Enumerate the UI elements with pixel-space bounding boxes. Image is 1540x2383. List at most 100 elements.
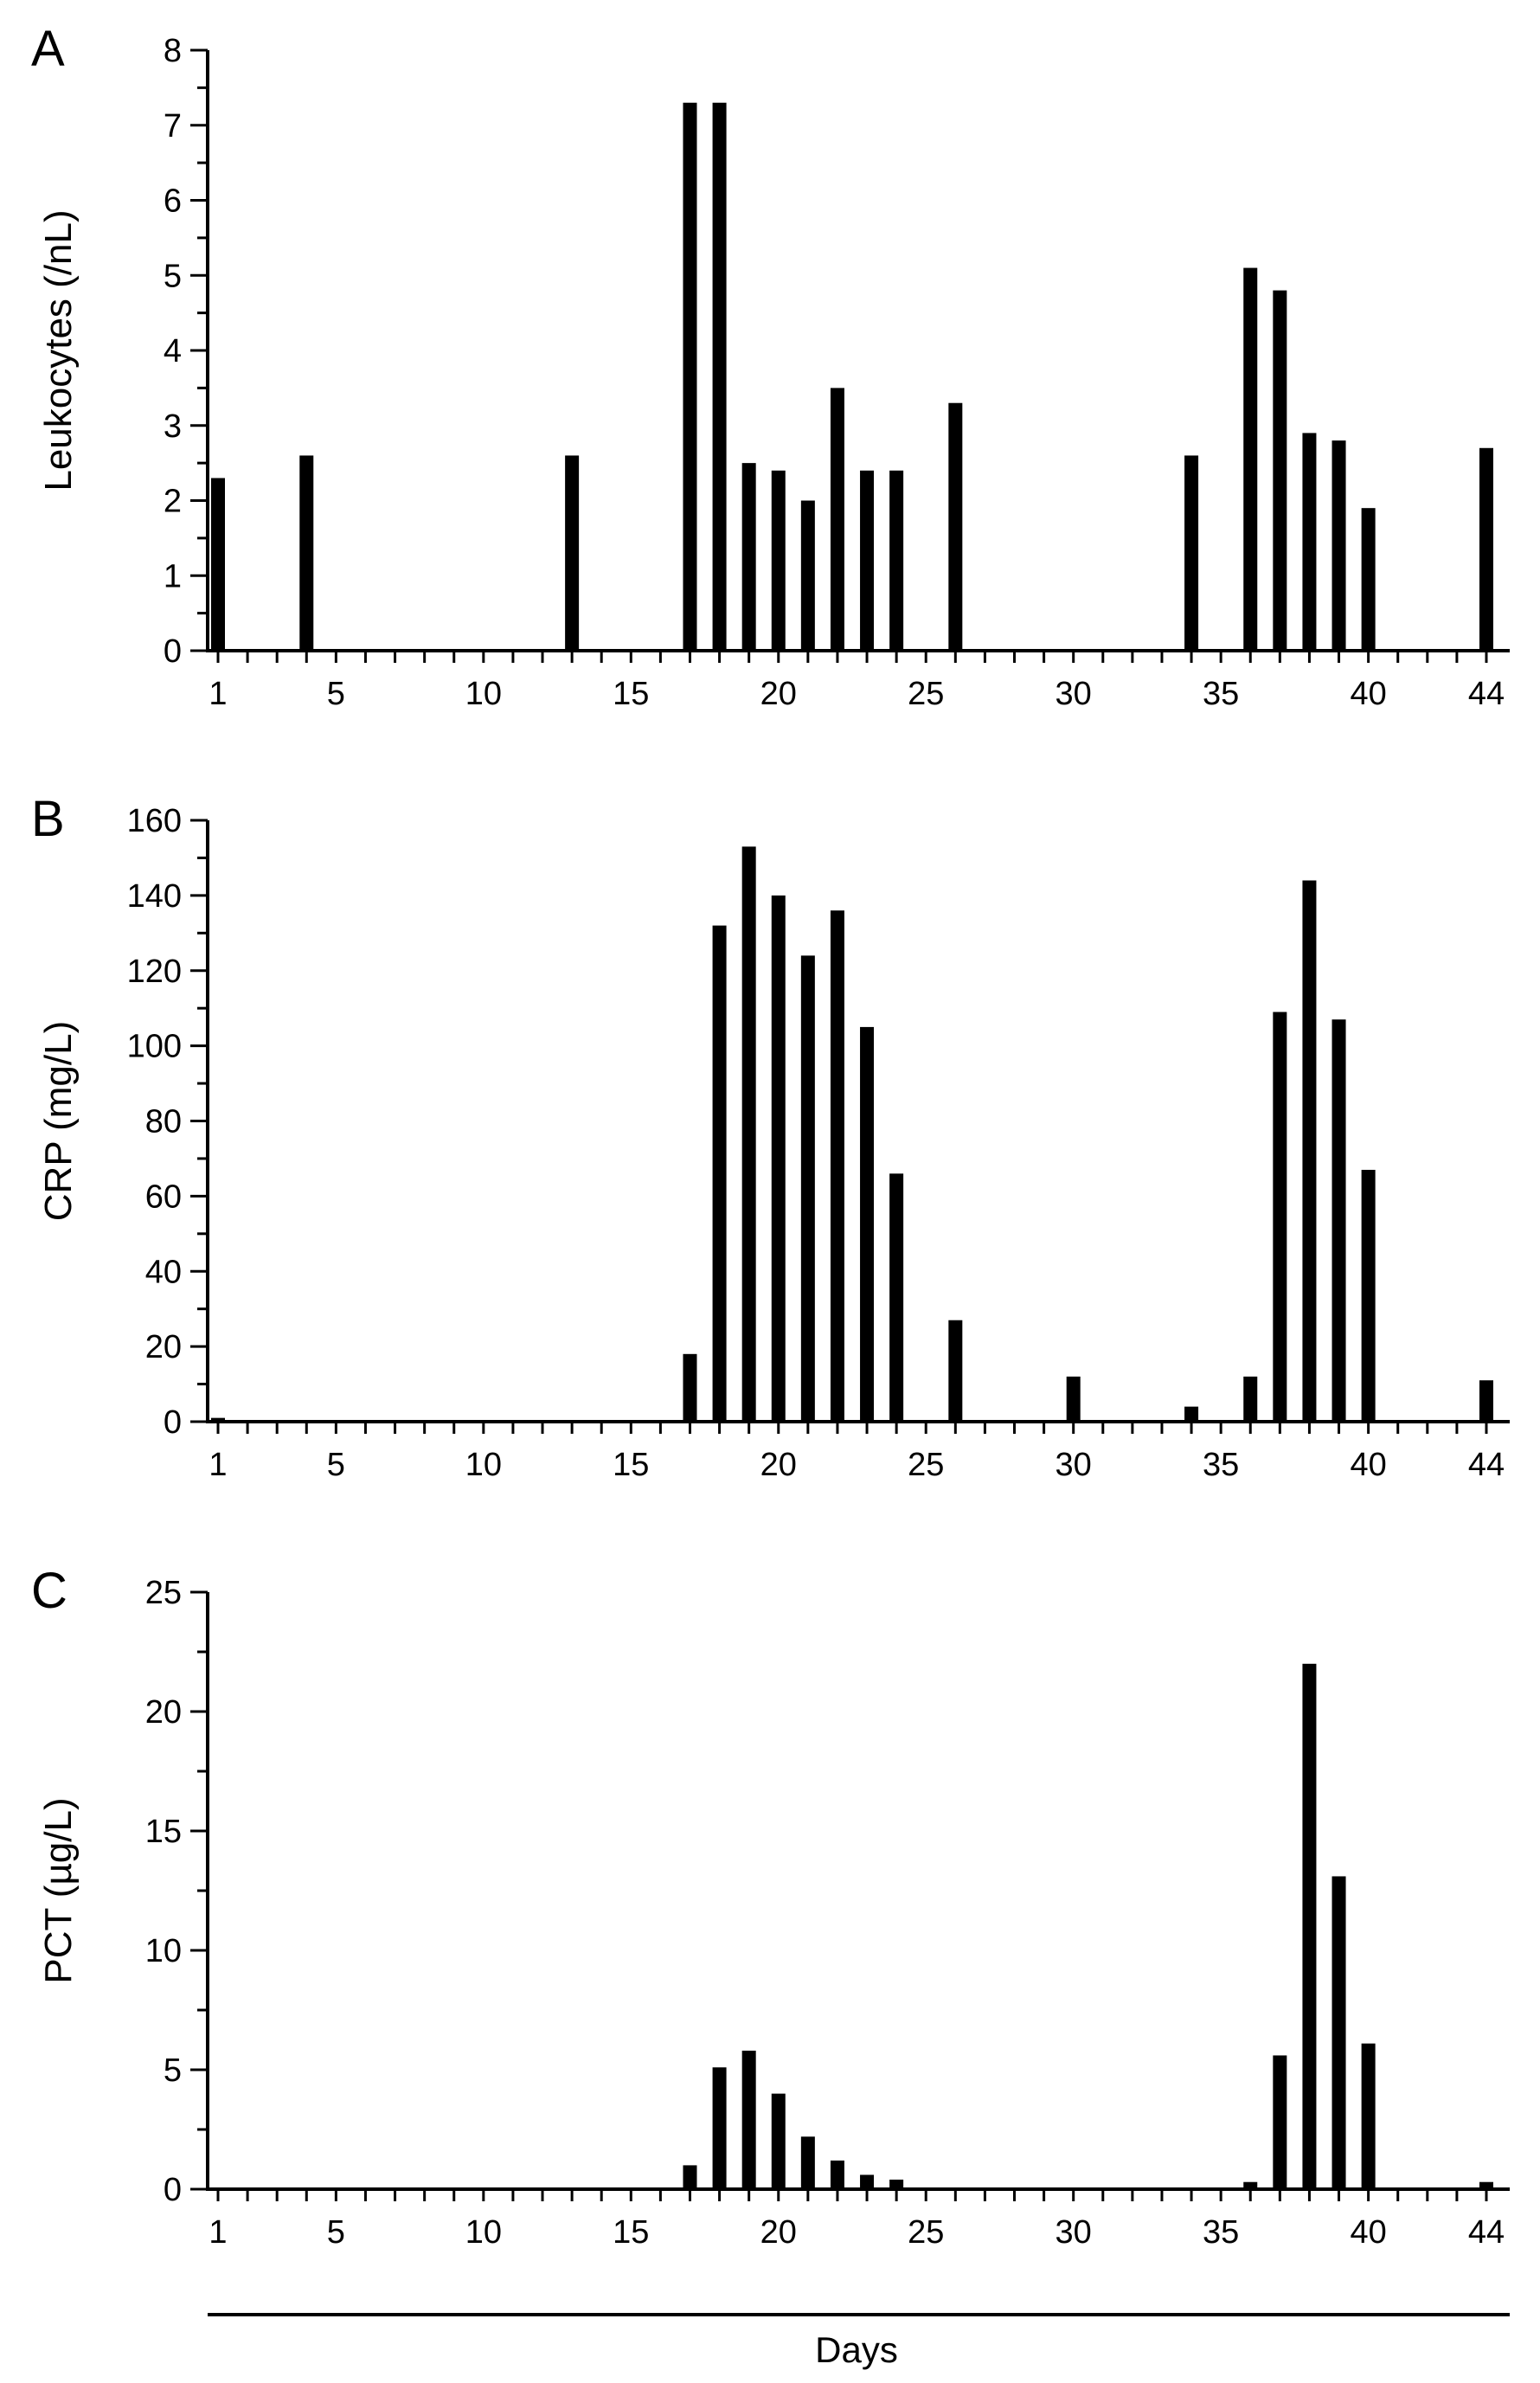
x-axis-title: Days [815,2329,898,2370]
bar-day-37 [1273,2055,1287,2189]
bar-day-26 [948,402,963,651]
bar-day-34 [1184,455,1199,651]
bar-day-40 [1361,508,1376,651]
bar-day-40 [1361,1169,1376,1422]
panel-label: A [31,21,65,77]
y-tick-label: 60 [145,1179,182,1215]
y-tick-label: 80 [145,1104,182,1140]
bar-day-40 [1361,2043,1376,2189]
bar-day-24 [889,2179,904,2189]
bar-day-37 [1273,290,1287,651]
bar-day-23 [860,470,875,651]
x-tick-label: 1 [209,676,227,712]
y-axis-title: Leukocytes (/nL) [37,209,80,491]
y-tick-label: 10 [145,1933,182,1969]
panel-label: C [31,1563,67,1619]
bar-day-20 [771,470,786,651]
bar-day-36 [1243,267,1258,651]
bar-day-17 [683,1353,697,1422]
bar-day-26 [948,1320,963,1422]
x-tick-label: 20 [760,676,797,712]
y-tick-label: 3 [164,408,182,445]
y-axis-title: PCT (µg/L) [37,1797,80,1983]
x-tick-label: 20 [760,1447,797,1483]
bar-day-44 [1479,1380,1493,1422]
x-tick-label: 10 [465,2214,502,2251]
bar-day-36 [1243,2181,1258,2189]
y-tick-label: 0 [164,633,182,670]
bar-day-13 [565,455,580,651]
bar-day-22 [830,388,844,651]
y-tick-label: 6 [164,183,182,220]
bar-day-38 [1302,1663,1317,2189]
y-tick-label: 5 [164,2052,182,2089]
x-tick-label: 25 [908,2214,944,2251]
x-tick-label: 35 [1203,2214,1239,2251]
x-tick-label: 40 [1350,676,1386,712]
bar-day-18 [712,102,727,652]
bar-day-4 [299,455,314,651]
bar-day-44 [1479,2181,1493,2189]
x-tick-label: 30 [1056,676,1092,712]
y-tick-label: 4 [164,333,182,369]
x-tick-label: 15 [613,676,649,712]
y-tick-label: 40 [145,1254,182,1290]
x-tick-label: 30 [1056,2214,1092,2251]
y-tick-label: 120 [127,954,182,990]
x-tick-label: 5 [327,1447,345,1483]
bar-day-23 [860,1026,875,1422]
bar-day-19 [741,2050,756,2189]
x-tick-label: 25 [908,676,944,712]
y-tick-label: 160 [127,803,182,839]
bar-day-38 [1302,880,1317,1422]
bar-day-39 [1331,1876,1346,2189]
x-tick-label: 40 [1350,1447,1386,1483]
bar-day-18 [712,2067,727,2189]
bar-day-18 [712,925,727,1422]
y-tick-label: 0 [164,2172,182,2208]
bar-day-39 [1331,440,1346,651]
bar-day-20 [771,895,786,1422]
x-tick-label: 40 [1350,2214,1386,2251]
bar-day-24 [889,1173,904,1422]
bar-day-22 [830,2160,844,2189]
x-tick-label: 15 [613,2214,649,2251]
days-axis: Days [208,2313,1510,2370]
bar-day-19 [741,846,756,1422]
y-axis-title: CRP (mg/L) [37,1021,80,1221]
x-tick-label: 25 [908,1447,944,1483]
x-tick-label: 44 [1468,2214,1505,2251]
bar-day-24 [889,470,904,651]
y-tick-label: 100 [127,1029,182,1065]
x-tick-label: 10 [465,1447,502,1483]
bar-day-1 [211,1417,225,1422]
x-tick-label: 10 [465,676,502,712]
x-tick-label: 44 [1468,1447,1505,1483]
bar-day-17 [683,2165,697,2189]
bar-day-38 [1302,433,1317,651]
y-tick-label: 140 [127,878,182,915]
x-tick-label: 15 [613,1447,649,1483]
x-tick-label: 1 [209,2214,227,2251]
panel-label: B [31,791,65,847]
x-tick-label: 30 [1056,1447,1092,1483]
bar-day-20 [771,2093,786,2189]
bar-day-22 [830,910,844,1422]
x-tick-label: 1 [209,1447,227,1483]
x-tick-label: 44 [1468,676,1505,712]
y-tick-label: 5 [164,258,182,294]
bar-day-17 [683,102,697,652]
bar-day-21 [800,2136,815,2189]
bar-day-34 [1184,1406,1199,1422]
bar-day-23 [860,2174,875,2189]
bar-day-1 [211,478,225,651]
x-tick-label: 5 [327,2214,345,2251]
x-tick-label: 5 [327,676,345,712]
x-tick-label: 35 [1203,1447,1239,1483]
y-tick-label: 8 [164,33,182,69]
y-tick-label: 20 [145,1694,182,1731]
bar-day-21 [800,500,815,651]
x-tick-label: 20 [760,2214,797,2251]
